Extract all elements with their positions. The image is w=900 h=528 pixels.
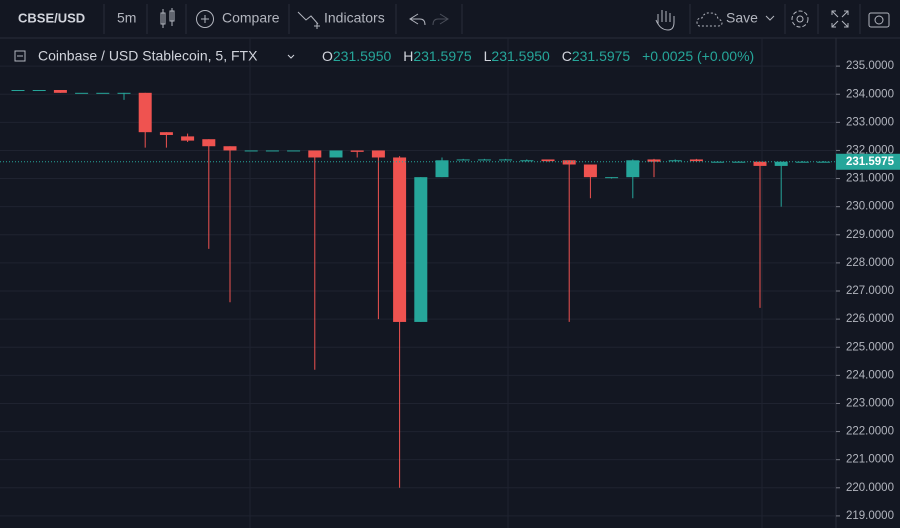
drag-hand[interactable] <box>655 10 675 31</box>
ohlc-value: 231.5975 <box>572 48 631 64</box>
candle-body <box>774 161 788 166</box>
candle-body <box>817 161 831 163</box>
indicators-icon[interactable] <box>297 11 320 29</box>
candle-body <box>75 92 89 94</box>
candle-body <box>414 177 428 322</box>
snapshot-button[interactable] <box>868 12 890 28</box>
redo-button[interactable] <box>432 13 449 26</box>
undo-button[interactable] <box>409 13 426 26</box>
candle-body <box>520 160 534 162</box>
ohlc-value: 231.5950 <box>333 48 392 64</box>
candle-body <box>605 177 619 179</box>
candle-body <box>96 92 110 94</box>
candle-body <box>159 132 173 135</box>
y-tick-label: 222.0000 <box>846 426 894 438</box>
candle-body <box>350 150 364 152</box>
candle-body <box>244 150 258 152</box>
y-tick-label: 234.0000 <box>846 88 894 100</box>
candle-body <box>181 136 195 141</box>
candle-body <box>456 159 470 161</box>
series-title: Coinbase / USD Stablecoin, 5, FTX <box>38 48 258 64</box>
y-tick-label: 228.0000 <box>846 257 894 269</box>
compare-icon[interactable] <box>196 10 214 28</box>
save-button[interactable]: Save <box>726 10 758 26</box>
candle-body <box>583 164 597 178</box>
y-tick-label: 232.0000 <box>846 144 894 156</box>
candle-body <box>689 159 703 162</box>
ohlc-key: O <box>322 48 333 64</box>
ohlc-key: L <box>484 48 492 64</box>
candle-body <box>287 150 301 152</box>
series-menu[interactable] <box>287 54 295 59</box>
candle-body <box>393 157 407 322</box>
indicators-button[interactable]: Indicators <box>324 10 385 26</box>
collapse-icon[interactable] <box>14 50 26 62</box>
candle-body <box>202 139 216 147</box>
symbol[interactable]: CBSE/USD <box>18 10 85 25</box>
candle-body <box>753 161 767 166</box>
interval[interactable]: 5m <box>117 10 136 26</box>
candle-body <box>138 92 152 133</box>
candle-body <box>477 159 491 161</box>
candle-body <box>647 159 661 162</box>
last-price-label: 231.5975 <box>846 156 895 168</box>
legend: Coinbase / USD Stablecoin, 5, FTX O231.5… <box>14 48 754 64</box>
candle-body <box>117 92 131 94</box>
y-tick-label: 227.0000 <box>846 285 894 297</box>
y-tick-label: 220.0000 <box>846 482 894 494</box>
ohlc-key: C <box>562 48 572 64</box>
candle-body <box>668 160 682 162</box>
toolbar-bg <box>0 0 900 38</box>
ohlc-value: 231.5950 <box>491 48 550 64</box>
y-tick-label: 225.0000 <box>846 341 894 353</box>
candle-body <box>499 159 513 161</box>
y-tick-label: 235.0000 <box>846 60 894 72</box>
change: +0.0025 (+0.00%) <box>642 48 754 64</box>
settings-button[interactable] <box>791 10 809 28</box>
candle-body <box>32 90 46 92</box>
candle-body <box>308 150 322 158</box>
candle-body <box>541 159 555 162</box>
candle-body <box>435 160 449 178</box>
y-tick-label: 226.0000 <box>846 313 894 325</box>
y-tick-label: 219.0000 <box>846 510 894 522</box>
candles <box>0 90 836 488</box>
candle-body <box>265 150 279 152</box>
ohlc-value: 231.5975 <box>413 48 472 64</box>
y-tick-label: 231.0000 <box>846 173 894 185</box>
candle-body <box>626 160 640 178</box>
fullscreen-button[interactable] <box>831 10 849 28</box>
candle-body <box>11 90 25 92</box>
y-tick-label: 221.0000 <box>846 454 894 466</box>
y-tick-label: 224.0000 <box>846 369 894 381</box>
toolbar: CBSE/USD 5m Compare Indicators Save <box>0 0 900 39</box>
cloud-icon[interactable] <box>696 12 723 27</box>
compare-button[interactable]: Compare <box>222 10 280 26</box>
save-menu[interactable] <box>765 15 775 21</box>
y-tick-label: 229.0000 <box>846 229 894 241</box>
ohlc-key: H <box>403 48 413 64</box>
candle-body <box>562 160 576 165</box>
y-tick-label: 233.0000 <box>846 116 894 128</box>
y-tick-label: 230.0000 <box>846 201 894 213</box>
candle-body <box>53 90 67 93</box>
ohlc: O231.5950 H231.5975 L231.5950 C231.5975 … <box>322 48 754 64</box>
chart-style-button[interactable] <box>160 8 175 28</box>
last-price-box <box>836 153 900 170</box>
candle-body <box>329 150 343 158</box>
y-tick-label: 223.0000 <box>846 397 894 409</box>
candle-body <box>223 146 237 151</box>
candle-body <box>371 150 385 158</box>
price-axis: 219.0000 220.0000 221.0000 222.0000 223.0000… <box>836 60 900 522</box>
candle-body <box>795 161 809 163</box>
